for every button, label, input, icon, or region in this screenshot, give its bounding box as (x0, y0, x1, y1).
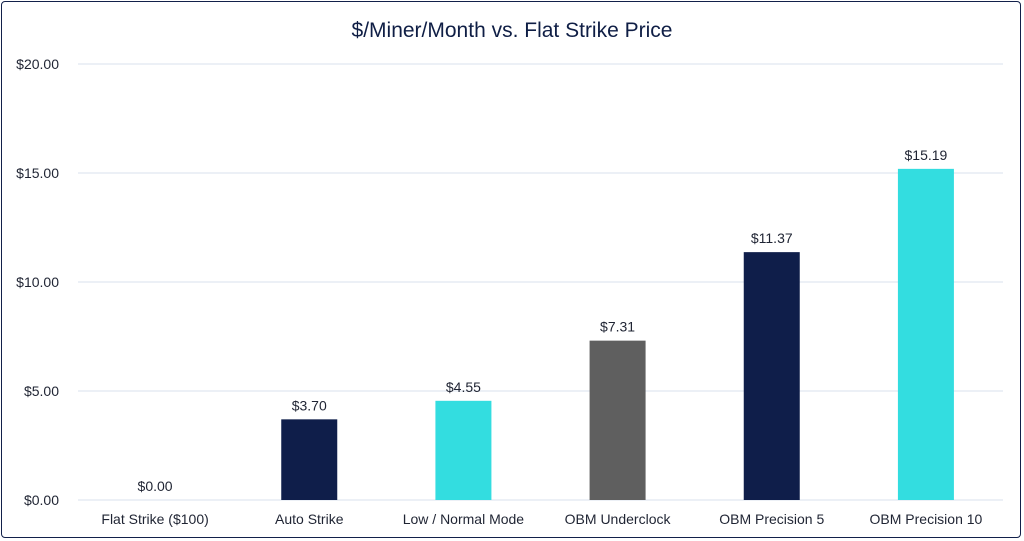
y-tick-label: $15.00 (16, 165, 59, 181)
bar (435, 400, 492, 500)
y-axis-ticks: $0.00 $5.00 $10.00 $15.00 $20.00 (16, 56, 59, 508)
x-category-label: Auto Strike (275, 511, 344, 527)
x-axis-categories: Flat Strike ($100) Auto Strike Low / Norma… (101, 511, 982, 527)
y-tick-label: $5.00 (24, 383, 59, 399)
data-label: $11.37 (751, 230, 793, 246)
data-label: $4.55 (446, 379, 481, 395)
x-category-label: OBM Underclock (565, 511, 672, 527)
y-tick-label: $20.00 (16, 56, 59, 72)
y-tick-label: $10.00 (16, 274, 59, 290)
gridlines (78, 63, 1003, 501)
bar (897, 168, 954, 500)
data-label: $7.31 (600, 319, 635, 335)
bars (281, 168, 954, 500)
bar (281, 419, 338, 500)
data-label: $0.00 (138, 478, 173, 494)
x-category-label: Low / Normal Mode (403, 511, 525, 527)
x-category-label: Flat Strike ($100) (101, 511, 208, 527)
data-labels: $0.00 $3.70 $4.55 $7.31 $11.37 $15.19 (138, 147, 948, 494)
bar (743, 252, 800, 500)
chart-title: $/Miner/Month vs. Flat Strike Price (352, 19, 673, 42)
data-label: $3.70 (292, 397, 327, 413)
x-category-label: OBM Precision 5 (719, 511, 824, 527)
bar (589, 340, 646, 500)
data-label: $15.19 (905, 147, 948, 163)
y-tick-label: $0.00 (24, 492, 59, 508)
x-category-label: OBM Precision 10 (870, 511, 983, 527)
